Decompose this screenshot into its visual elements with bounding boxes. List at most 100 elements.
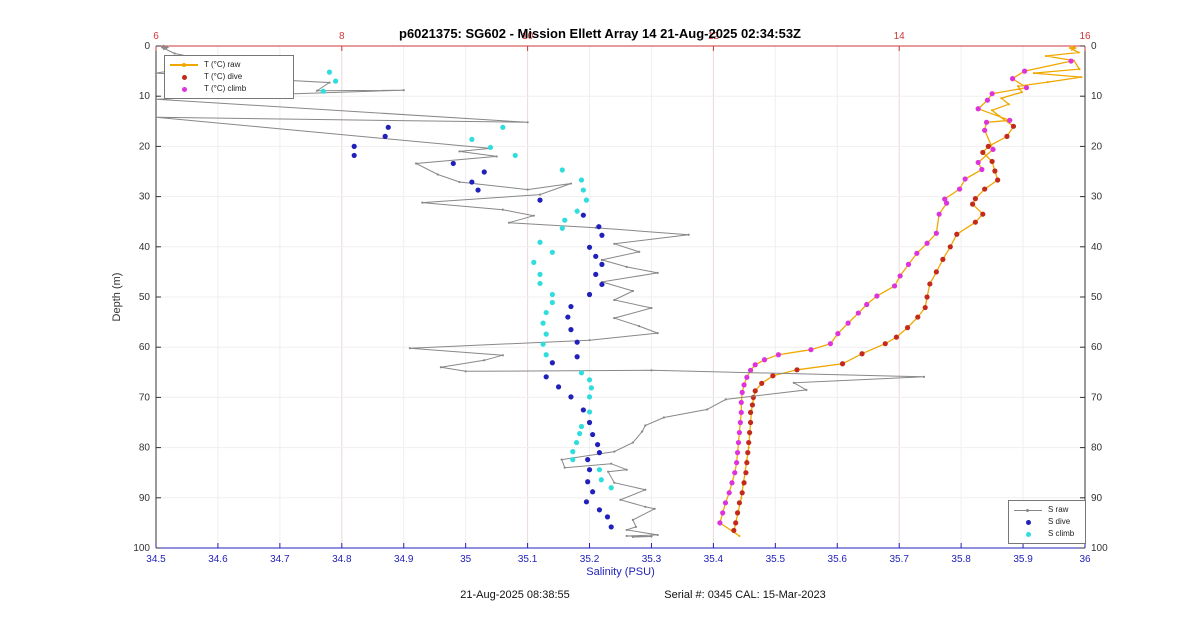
line-vertex-marker bbox=[538, 193, 542, 196]
tick-label: 34.5 bbox=[146, 554, 166, 565]
scatter-dot bbox=[568, 394, 574, 400]
scatter-dot bbox=[1068, 58, 1074, 64]
scatter-dot bbox=[598, 477, 604, 483]
scatter-dot bbox=[531, 259, 537, 265]
line-vertex-marker bbox=[1007, 103, 1010, 106]
scatter-dot bbox=[995, 177, 1001, 183]
scatter-dot bbox=[583, 197, 590, 203]
tick-label: 90 bbox=[139, 493, 151, 504]
scatter-dot bbox=[972, 196, 978, 202]
page-title: p6021375: SG602 - Mission Ellett Array 1… bbox=[399, 26, 801, 41]
scatter-dot bbox=[585, 479, 591, 485]
line-vertex-marker bbox=[1080, 76, 1083, 79]
scatter-dot bbox=[761, 357, 768, 363]
scatter-dot bbox=[741, 382, 747, 388]
line-vertex-marker bbox=[154, 98, 158, 101]
scatter-dot bbox=[747, 419, 754, 426]
scatter-dot bbox=[586, 291, 593, 298]
scatter-dot bbox=[736, 429, 743, 436]
line-vertex-marker bbox=[402, 89, 405, 92]
scatter-dot bbox=[747, 429, 753, 436]
line-vertex-marker bbox=[656, 332, 659, 335]
scatter-dot bbox=[1009, 76, 1016, 82]
scatter-dot bbox=[570, 449, 576, 455]
line-vertex-marker bbox=[625, 528, 628, 532]
line-vertex-marker bbox=[619, 498, 622, 501]
line-vertex-marker bbox=[644, 424, 647, 427]
scatter-dot bbox=[475, 187, 481, 193]
tick-label: 70 bbox=[139, 392, 151, 403]
line-vertex-marker bbox=[631, 535, 634, 539]
scatter-dot bbox=[570, 457, 576, 463]
scatter-dot bbox=[747, 409, 754, 416]
tick-label: 50 bbox=[139, 292, 151, 303]
line-vertex-marker bbox=[922, 375, 926, 378]
line-vertex-marker bbox=[569, 182, 573, 185]
legend-label-s-dive: S dive bbox=[1048, 517, 1071, 526]
t-climb-dot-swatch bbox=[169, 83, 199, 95]
line-vertex-marker bbox=[1046, 81, 1049, 84]
scatter-dot bbox=[540, 341, 546, 347]
line-vertex-marker bbox=[634, 525, 638, 529]
line-vertex-marker bbox=[610, 462, 613, 465]
tick-label: 12 bbox=[708, 31, 720, 42]
scatter-dot bbox=[537, 271, 543, 278]
scatter-dot bbox=[583, 499, 590, 505]
scatter-dot bbox=[593, 253, 599, 259]
line-vertex-marker bbox=[613, 242, 616, 245]
tick-label: 10 bbox=[139, 91, 151, 102]
scatter-dot bbox=[897, 273, 903, 279]
scatter-dot bbox=[943, 200, 950, 206]
tick-label: 35.8 bbox=[951, 554, 971, 565]
line-vertex-marker bbox=[532, 214, 535, 217]
scatter-dot bbox=[744, 374, 750, 380]
scatter-dot bbox=[738, 399, 744, 406]
line-vertex-marker bbox=[792, 381, 796, 384]
scatter-dot bbox=[746, 439, 752, 446]
scatter-dot bbox=[559, 225, 565, 231]
scatter-dot bbox=[855, 310, 861, 316]
line-vertex-marker bbox=[1078, 67, 1081, 71]
line-vertex-marker bbox=[650, 535, 653, 538]
scatter-dot bbox=[593, 271, 599, 278]
scatter-dot bbox=[989, 158, 995, 165]
footer-serial-cal: Serial #: 0345 CAL: 15-Mar-2023 bbox=[664, 589, 826, 601]
scatter-dot bbox=[580, 212, 586, 218]
scatter-dot bbox=[590, 489, 596, 495]
line-vertex-marker bbox=[600, 258, 604, 261]
start-arrow-icon bbox=[1071, 45, 1078, 52]
scatter-dot bbox=[604, 514, 611, 520]
scatter-dot bbox=[864, 301, 870, 308]
scatter-dot bbox=[1007, 117, 1013, 123]
scatter-dot bbox=[574, 208, 580, 214]
scatter-dot bbox=[794, 367, 800, 373]
scatter-dot bbox=[549, 291, 555, 298]
scatter-dot bbox=[738, 409, 744, 416]
scatter-dot bbox=[537, 239, 543, 245]
scatter-dot bbox=[745, 450, 751, 456]
scatter-dot bbox=[839, 361, 846, 367]
scatter-dot bbox=[744, 460, 750, 466]
line-vertex-marker bbox=[154, 72, 158, 75]
series-line bbox=[155, 47, 925, 538]
tick-label: Salinity (PSU) bbox=[586, 566, 654, 578]
scatter-dot bbox=[487, 144, 494, 151]
line-vertex-marker bbox=[458, 180, 461, 184]
scatter-dot bbox=[743, 470, 749, 476]
scatter-dot bbox=[1023, 85, 1030, 91]
line-vertex-marker bbox=[613, 481, 616, 484]
scatter-dot bbox=[933, 230, 939, 236]
scatter-dot bbox=[512, 152, 518, 159]
scatter-dot bbox=[586, 467, 593, 473]
tick-label: 80 bbox=[139, 443, 151, 454]
line-vertex-marker bbox=[637, 250, 641, 253]
legend-item-t-raw: T (°C) raw bbox=[169, 59, 287, 71]
scatter-dot bbox=[845, 320, 851, 326]
scatter-dot bbox=[326, 69, 333, 75]
line-vertex-marker bbox=[740, 496, 743, 499]
scatter-dot bbox=[586, 409, 593, 415]
line-vertex-marker bbox=[631, 441, 634, 444]
legend-label-t-climb: T (°C) climb bbox=[204, 84, 247, 93]
scatter-dot bbox=[739, 389, 745, 395]
